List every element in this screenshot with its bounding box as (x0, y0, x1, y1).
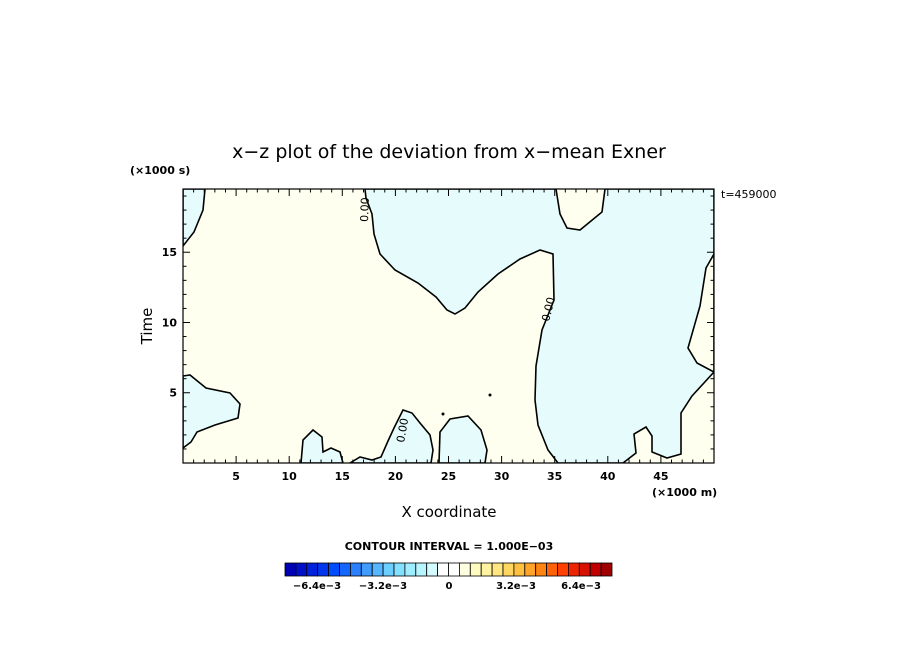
contour-label-1: 0.00 (358, 197, 372, 222)
colorbar-label: −6.4e−3 (293, 581, 341, 592)
colorbar-swatch (469, 562, 482, 577)
axis-ticks (183, 189, 714, 463)
colorbar-swatch (578, 562, 591, 577)
contour-label-3: 0.00 (394, 417, 411, 443)
x-tick-label: 10 (282, 470, 298, 483)
y-unit-label: (×1000 s) (130, 164, 190, 177)
x-tick-label: 15 (335, 470, 350, 483)
positive-region-right (687, 252, 714, 373)
x-axis-label: X coordinate (401, 503, 496, 521)
negative-region-bottom-2 (348, 409, 434, 463)
colorbar-swatch (568, 562, 580, 577)
y-tick-label: 10 (162, 316, 178, 329)
negative-region-main (364, 189, 714, 463)
colorbar-swatch (491, 562, 504, 577)
plot-area: 0.00 0.00 0.00 (182, 188, 715, 464)
colorbar-swatch (349, 562, 362, 577)
chart-title: x−z plot of the deviation from x−mean Ex… (232, 141, 666, 163)
colorbar-swatch (371, 562, 384, 577)
colorbar-swatch (393, 562, 406, 577)
colorbar-swatch (535, 562, 548, 577)
colorbar-swatch (404, 562, 417, 577)
colorbar-labels: −6.4e−3 −3.2e−3 0 3.2e−3 6.4e−3 (293, 581, 601, 592)
colorbar-swatch (589, 562, 602, 577)
contour-interval: CONTOUR INTERVAL = 1.000E−03 (345, 540, 554, 553)
colorbar-swatch (382, 562, 395, 577)
contour-dot-1 (441, 412, 445, 416)
x-tick-label: 35 (547, 470, 562, 483)
x-tick-labels: 5 10 15 20 25 30 35 40 45 (232, 470, 668, 483)
colorbar-swatch (360, 562, 373, 577)
y-axis-label: Time (138, 308, 156, 346)
negative-region-top-left (183, 189, 206, 248)
colorbar-swatch (317, 562, 330, 577)
colorbar-swatch (480, 562, 493, 577)
colorbar-label: 0 (446, 581, 453, 592)
x-unit-label: (×1000 m) (652, 486, 717, 499)
colorbar (284, 562, 613, 577)
colorbar-label: −3.2e−3 (359, 581, 407, 592)
colorbar-swatch (546, 562, 558, 577)
colorbar-label: 3.2e−3 (496, 581, 536, 592)
colorbar-swatch (524, 562, 537, 577)
colorbar-label: 6.4e−3 (561, 581, 601, 592)
x-tick-label: 5 (232, 470, 240, 483)
x-tick-label: 30 (494, 470, 510, 483)
colorbar-swatch (284, 562, 297, 577)
contour-dot-2 (488, 393, 492, 397)
negative-region-bottom-left (183, 374, 241, 449)
colorbar-swatch (458, 562, 471, 577)
x-tick-label: 45 (653, 470, 668, 483)
x-tick-label: 25 (441, 470, 456, 483)
colorbar-swatch (600, 562, 613, 577)
colorbar-swatch (513, 562, 526, 577)
negative-region-bottom-3 (438, 415, 488, 463)
x-tick-label: 20 (388, 470, 404, 483)
colorbar-swatch (328, 562, 340, 577)
y-tick-label: 5 (169, 387, 177, 400)
colorbar-swatch (502, 562, 515, 577)
time-stamp: t=459000 (721, 188, 777, 201)
x-tick-label: 40 (600, 470, 616, 483)
colorbar-swatch (426, 562, 439, 577)
contour-label-2: 0.00 (539, 296, 558, 323)
colorbar-swatch (557, 562, 569, 577)
colorbar-swatch (306, 562, 319, 577)
y-tick-label: 15 (162, 246, 177, 259)
colorbar-swatch (437, 562, 449, 577)
y-tick-labels: 5 10 15 (162, 246, 178, 400)
colorbar-swatch (415, 562, 428, 577)
colorbar-swatch (339, 562, 351, 577)
colorbar-swatch (448, 562, 460, 577)
colorbar-swatch (295, 562, 308, 577)
